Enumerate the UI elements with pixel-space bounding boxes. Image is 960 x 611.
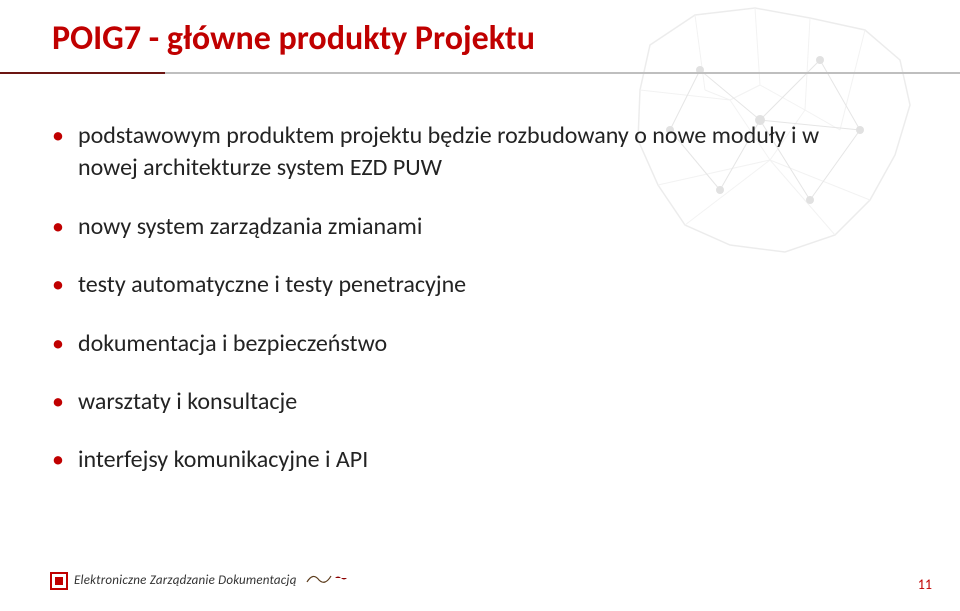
list-item: • testy automatyczne i testy penetracyjn… bbox=[52, 269, 872, 301]
list-item: • interfejsy komunikacyjne i API bbox=[52, 444, 872, 476]
footer-logo-icon bbox=[50, 572, 68, 590]
bullet-icon: • bbox=[52, 120, 64, 152]
title-rule bbox=[0, 72, 960, 74]
list-item: • warsztaty i konsultacje bbox=[52, 386, 872, 418]
bullet-icon: • bbox=[52, 211, 64, 243]
list-item-text: podstawowym produktem projektu będzie ro… bbox=[78, 120, 872, 185]
footer-text: Elektroniczne Zarządzanie Dokumentacją bbox=[74, 573, 297, 588]
bullet-icon: • bbox=[52, 444, 64, 476]
list-item: • podstawowym produktem projektu będzie … bbox=[52, 120, 872, 185]
bullet-icon: • bbox=[52, 269, 64, 301]
list-item-text: testy automatyczne i testy penetracyjne bbox=[78, 269, 466, 301]
list-item-text: nowy system zarządzania zmianami bbox=[78, 211, 422, 243]
list-item-text: warsztaty i konsultacje bbox=[78, 386, 297, 418]
slide-title: POIG7 - główne produkty Projektu bbox=[52, 18, 535, 59]
list-item: • nowy system zarządzania zmianami bbox=[52, 211, 872, 243]
footer-flourish-icon bbox=[305, 570, 349, 591]
list-item-text: dokumentacja i bezpieczeństwo bbox=[78, 328, 387, 360]
list-item: • dokumentacja i bezpieczeństwo bbox=[52, 328, 872, 360]
list-item-text: interfejsy komunikacyjne i API bbox=[78, 444, 368, 476]
bullet-icon: • bbox=[52, 386, 64, 418]
bullet-icon: • bbox=[52, 328, 64, 360]
footer: Elektroniczne Zarządzanie Dokumentacją bbox=[50, 570, 349, 591]
page-number: 11 bbox=[918, 576, 932, 593]
bullet-list: • podstawowym produktem projektu będzie … bbox=[52, 120, 872, 503]
